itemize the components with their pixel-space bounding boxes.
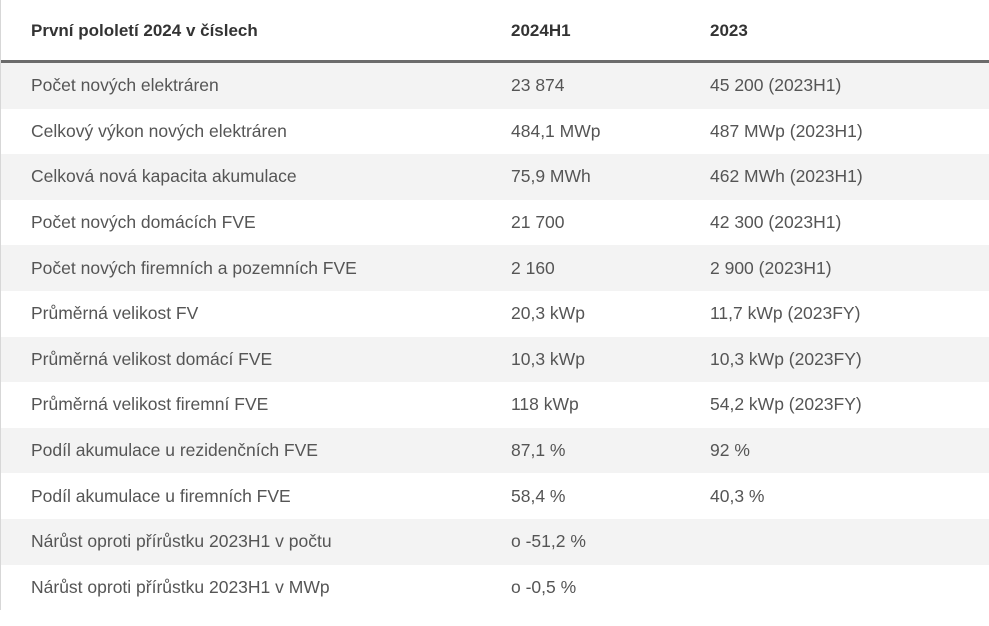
row-label: Nárůst oproti přírůstku 2023H1 v MWp [1,564,511,611]
header-2023: 2023 [710,0,989,63]
row-value-2024h1: o -51,2 % [511,518,710,565]
header-metric: První pololetí 2024 v číslech [1,0,511,63]
row-value-2024h1: 87,1 % [511,427,710,474]
table-body: Počet nových elektráren 23 874 45 200 (2… [1,61,989,611]
row-value-2023: 11,7 kWp (2023FY) [710,290,989,337]
stats-table: První pololetí 2024 v číslech 2024H1 202… [1,0,989,611]
header-row: První pololetí 2024 v číslech 2024H1 202… [1,0,989,63]
row-value-2023: 462 MWh (2023H1) [710,154,989,200]
row-value-2024h1: 75,9 MWh [511,154,710,200]
table-row: Podíl akumulace u firemních FVE 58,4 % 4… [1,473,989,519]
row-value-2024h1: 10,3 kWp [511,336,710,383]
table-row: Počet nových domácích FVE 21 700 42 300 … [1,199,989,246]
table-row: Celková nová kapacita akumulace 75,9 MWh… [1,154,989,200]
row-label: Celková nová kapacita akumulace [1,154,511,200]
stats-table-container: První pololetí 2024 v číslech 2024H1 202… [0,0,989,611]
row-value-2024h1: 118 kWp [511,382,710,428]
row-value-2024h1: 58,4 % [511,473,710,519]
row-value-2023: 45 200 (2023H1) [710,61,989,109]
table-row: Nárůst oproti přírůstku 2023H1 v MWp o -… [1,564,989,611]
row-value-2024h1: o -0,5 % [511,564,710,611]
row-label: Průměrná velikost firemní FVE [1,382,511,428]
table-row: Počet nových firemních a pozemních FVE 2… [1,245,989,291]
row-value-2023: 92 % [710,427,989,474]
table-row: Celkový výkon nových elektráren 484,1 MW… [1,108,989,155]
row-label: Počet nových elektráren [1,61,511,109]
row-label: Celkový výkon nových elektráren [1,108,511,155]
table-row: Průměrná velikost domácí FVE 10,3 kWp 10… [1,336,989,383]
row-value-2024h1: 23 874 [511,61,710,109]
row-value-2024h1: 20,3 kWp [511,290,710,337]
row-value-2023: 54,2 kWp (2023FY) [710,382,989,428]
row-value-2023 [710,518,989,565]
table-row: Průměrná velikost FV 20,3 kWp 11,7 kWp (… [1,290,989,337]
row-value-2023: 10,3 kWp (2023FY) [710,336,989,383]
row-label: Nárůst oproti přírůstku 2023H1 v počtu [1,518,511,565]
table-header: První pololetí 2024 v číslech 2024H1 202… [1,0,989,63]
row-label: Průměrná velikost FV [1,290,511,337]
row-value-2023: 42 300 (2023H1) [710,199,989,246]
row-value-2024h1: 484,1 MWp [511,108,710,155]
row-value-2023 [710,564,989,611]
row-value-2023: 2 900 (2023H1) [710,245,989,291]
table-row: Počet nových elektráren 23 874 45 200 (2… [1,61,989,109]
row-label: Počet nových domácích FVE [1,199,511,246]
table-row: Podíl akumulace u rezidenčních FVE 87,1 … [1,427,989,474]
row-value-2024h1: 2 160 [511,245,710,291]
header-2024h1: 2024H1 [511,0,710,63]
row-label: Podíl akumulace u rezidenčních FVE [1,427,511,474]
table-row: Nárůst oproti přírůstku 2023H1 v počtu o… [1,518,989,565]
row-label: Počet nových firemních a pozemních FVE [1,245,511,291]
row-value-2024h1: 21 700 [511,199,710,246]
table-row: Průměrná velikost firemní FVE 118 kWp 54… [1,382,989,428]
row-value-2023: 487 MWp (2023H1) [710,108,989,155]
row-value-2023: 40,3 % [710,473,989,519]
row-label: Podíl akumulace u firemních FVE [1,473,511,519]
row-label: Průměrná velikost domácí FVE [1,336,511,383]
